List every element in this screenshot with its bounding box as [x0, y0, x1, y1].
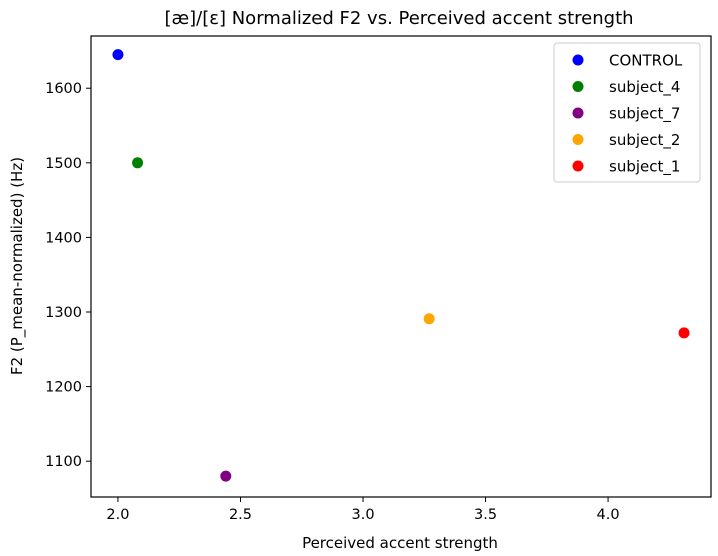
data-points	[112, 49, 690, 482]
x-tick-label: 2.0	[106, 507, 129, 523]
data-point-subject-2	[423, 313, 435, 325]
legend-marker-control	[572, 54, 584, 66]
x-axis-ticks: 2.0 2.5 3.0 3.5 4.0	[106, 497, 620, 523]
x-tick-label: 4.0	[597, 507, 620, 523]
y-tick-label: 1200	[45, 380, 82, 396]
legend-label: CONTROL	[609, 52, 683, 70]
y-tick-label: 1500	[45, 156, 82, 172]
x-tick-label: 2.5	[229, 507, 252, 523]
legend: CONTROL subject_4 subject_7 subject_2subjec…	[553, 42, 701, 183]
y-axis-ticks: 1100 1200 1300 1400 1500 1600	[45, 81, 91, 470]
data-point-subject-7	[220, 470, 232, 482]
x-axis-label: Perceived accent strength	[302, 534, 498, 552]
y-tick-label: 1600	[45, 81, 82, 97]
legend-label: subject_4	[609, 78, 680, 97]
x-tick-label: 3.0	[351, 507, 374, 523]
chart-title: [æ]/[ɛ] Normalized F2 vs. Perceived acce…	[164, 8, 633, 29]
y-tick-label: 1100	[45, 454, 82, 470]
y-axis-label: F2 (P_mean-normalized) (Hz)	[8, 157, 27, 375]
legend-box	[553, 42, 701, 183]
y-tick-label: 1400	[45, 230, 82, 246]
y-tick-label: 1300	[45, 305, 82, 321]
legend-label: subject_7	[609, 105, 680, 124]
data-point-subject-4	[132, 157, 144, 169]
legend-marker-subject-7	[572, 107, 584, 119]
legend-label: subject_2	[609, 131, 680, 150]
legend-marker-subject-4	[572, 81, 584, 92]
data-point-control	[112, 49, 124, 61]
legend-marker-subject-2	[572, 134, 584, 145]
data-point-subject-1	[678, 327, 690, 339]
x-tick-label: 3.5	[474, 507, 497, 523]
legend-label: subject_1	[609, 158, 680, 177]
legend-marker-subject-1	[572, 160, 584, 172]
